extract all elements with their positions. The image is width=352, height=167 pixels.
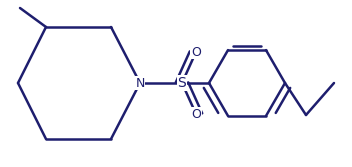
Text: O: O xyxy=(191,108,201,121)
Text: S: S xyxy=(178,76,186,90)
Text: O: O xyxy=(191,45,201,58)
Text: N: N xyxy=(135,76,145,90)
